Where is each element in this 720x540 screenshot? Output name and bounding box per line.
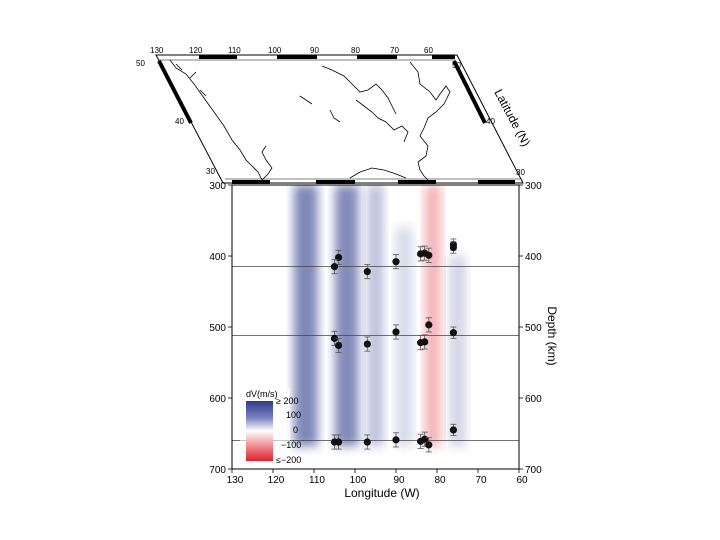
cross-section: 130 120 110 100 90 80 70 60 300 400 500 … [209,181,559,500]
x-tick-label: 90 [393,475,405,486]
colorbar-label: ≤−200 [276,455,301,465]
colorbar-label: ≥ 200 [276,396,298,406]
data-point [330,334,339,342]
data-point [330,263,339,271]
fast-anomaly-band [449,256,466,447]
map-lon-label: 110 [228,46,241,55]
data-point [392,328,400,336]
map-lon-label: 100 [268,46,282,55]
x-tick-label: 130 [227,475,244,486]
colorbar-gradient [246,401,273,461]
fast-anomaly-band [396,227,413,447]
map-lat-label-right: 30 [516,168,525,177]
colorbar-label: −100 [281,440,301,450]
colorbar-label: 0 [293,425,298,435]
data-point [421,338,429,346]
y-tick-label: 700 [525,465,542,476]
data-point [449,426,457,434]
data-point [363,268,371,276]
coastline [169,59,451,181]
y-axis-label: Depth (km) [545,306,559,365]
data-point [425,251,433,259]
map-lat-label-right: 50 [452,61,461,70]
y-tick-label: 300 [209,181,226,192]
y-tick-label: 500 [209,323,226,334]
colorbar-label: 100 [286,410,301,420]
y-tick-label: 600 [525,394,542,405]
map-lon-label: 130 [150,46,164,55]
map-border-ticks [157,55,515,184]
y-tick-label: 500 [525,323,542,334]
y-tick-label: 400 [525,252,542,263]
data-point [335,438,343,446]
data-point [363,438,371,446]
slow-anomaly-band [424,185,441,447]
map-lat-label-left: 40 [175,117,184,126]
x-tick-label: 70 [475,475,487,486]
colorbar-title: dV(m/s) [246,389,278,399]
y-tick-labels-right: 300 400 500 600 700 [525,181,542,476]
map-panel: 130 120 110 100 90 80 70 60 50 40 30 50 … [136,46,533,184]
fast-anomaly-band [293,185,318,447]
map-latitude-labels: 50 40 30 50 40 30 [136,59,525,177]
map-border-inner [158,59,520,180]
map-lon-label: 120 [189,46,203,55]
map-lat-label-left: 30 [206,167,215,176]
colorbar: dV(m/s) ≥ 200 100 0 −100 ≤−200 [240,388,301,467]
map-frame [155,54,524,184]
axis-ticks [228,184,523,473]
data-point [425,441,433,449]
x-tick-labels: 130 120 110 100 90 80 70 60 [227,475,528,486]
fast-anomaly-band [334,185,359,447]
y-tick-label: 300 [525,181,542,192]
x-tick-label: 100 [350,475,367,486]
data-point [335,341,343,350]
y-tick-label: 400 [209,252,226,263]
map-lon-label: 70 [390,46,399,55]
map-lon-label: 90 [310,46,319,55]
y-tick-label: 600 [209,394,226,405]
map-lat-label-left: 50 [136,59,145,68]
x-axis-label: Longitude (W) [344,486,419,500]
map-longitude-labels: 130 120 110 100 90 80 70 60 [150,46,433,55]
x-tick-label: 60 [516,475,528,486]
y-tick-label: 700 [209,465,226,476]
map-lon-label: 80 [351,46,360,55]
x-tick-label: 80 [434,475,446,486]
x-tick-label: 110 [309,475,325,486]
data-point [363,340,371,348]
data-points [330,238,457,453]
map-lon-label: 60 [424,46,433,55]
data-point [449,329,457,337]
data-point [425,321,433,329]
colorbar-labels: ≥ 200 100 0 −100 ≤−200 [276,396,301,465]
x-tick-label: 120 [268,475,285,486]
data-point [392,436,400,444]
fast-anomaly-band [367,185,384,447]
map-lat-label-right: 40 [486,117,495,126]
y-tick-labels-left: 300 400 500 600 700 [209,181,226,476]
data-point [392,258,400,266]
data-point [449,243,457,252]
velocity-anomaly-field [293,185,466,447]
